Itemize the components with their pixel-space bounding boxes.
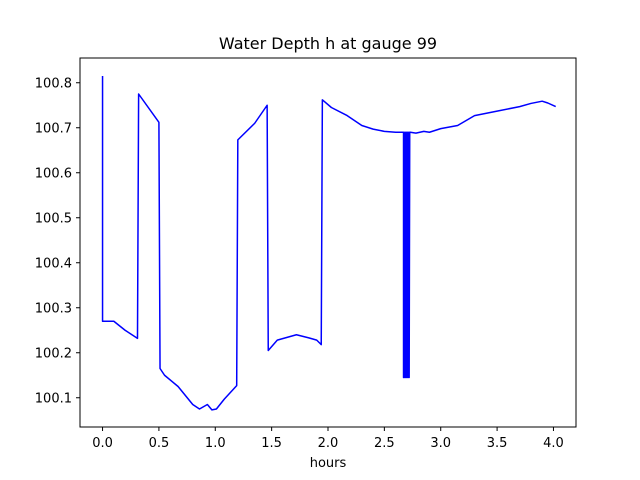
y-tick-label: 100.3 [35, 301, 72, 316]
y-tick-label: 100.7 [35, 121, 72, 136]
plot-area-frame [79, 57, 577, 428]
series-line-0 [101, 76, 557, 411]
x-tick-label: 2.5 [374, 436, 395, 451]
x-axis-label: hours [310, 456, 347, 471]
x-tick-label: 0.5 [149, 436, 170, 451]
x-tick-label: 2.0 [318, 436, 339, 451]
plot-lines [101, 76, 557, 411]
y-tick-label: 100.4 [35, 256, 72, 271]
x-tick-label: 4.0 [543, 436, 564, 451]
chart-title: Water Depth h at gauge 99 [219, 34, 437, 53]
x-tick-label: 1.5 [261, 436, 282, 451]
y-tick-label: 100.6 [35, 166, 72, 181]
y-axis-ticks: 100.1 100.2 100.3 100.4 100.5 100.6 100.7 100.8 [35, 76, 80, 406]
x-tick-label: 3.5 [487, 436, 508, 451]
y-tick-label: 100.2 [35, 346, 72, 361]
y-tick-label: 100.1 [35, 391, 72, 406]
y-tick-label: 100.5 [35, 211, 72, 226]
x-tick-label: 3.0 [430, 436, 451, 451]
x-axis-ticks: 0.0 0.5 1.0 1.5 2.0 2.5 3.0 3.5 4.0 [92, 427, 564, 451]
x-tick-label: 1.0 [205, 436, 226, 451]
x-tick-label: 0.0 [92, 436, 113, 451]
y-tick-label: 100.8 [35, 76, 72, 91]
